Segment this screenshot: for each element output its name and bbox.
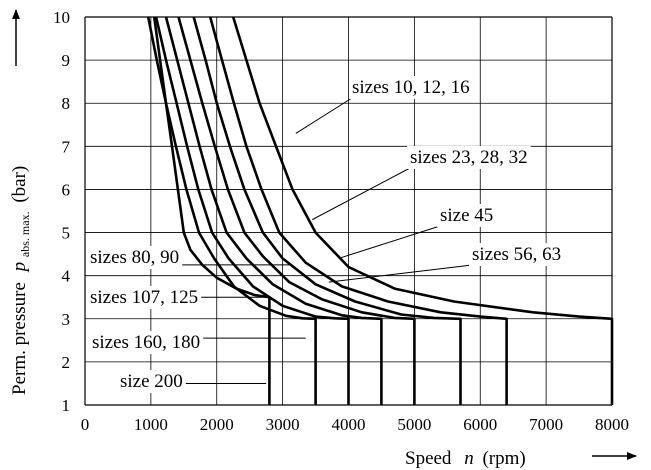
annotation-label-backgrounds: [87, 76, 565, 393]
y-tick-label: 10: [53, 8, 70, 27]
curve-line: [208, 16, 508, 405]
y-axis-label: Perm. pressure p abs. max. (bar): [9, 166, 34, 395]
x-tick-label: 4000: [332, 415, 366, 434]
x-tick-label: 5000: [397, 415, 431, 434]
label-background: [87, 286, 202, 309]
annotation-leaders: [179, 97, 473, 384]
x-tick-labels: 0 1000 2000 3000 4000 5000 6000 7000 8000: [81, 415, 629, 434]
label-background: [349, 76, 473, 99]
annotation-leader: [312, 167, 411, 221]
label-background: [469, 243, 565, 266]
annotation-label: sizes 107, 125: [90, 287, 198, 308]
annotation-label: sizes 56, 63: [472, 244, 561, 265]
x-tick-label: 0: [81, 415, 90, 434]
curve-line: [192, 16, 462, 405]
x-tick-label: 7000: [529, 415, 563, 434]
annotation-leader: [295, 97, 353, 134]
x-tick-label: 1000: [134, 415, 168, 434]
annotation-leader: [338, 225, 441, 259]
curve-line: [164, 16, 383, 405]
x-axis-label: Speed n (rpm): [405, 448, 526, 469]
label-background: [89, 331, 204, 354]
y-tick-label: 4: [62, 267, 71, 286]
label-background: [87, 246, 183, 269]
annotation-label: sizes 23, 28, 32: [410, 147, 528, 168]
annotation-label: sizes 160, 180: [92, 332, 200, 353]
label-background: [437, 204, 497, 227]
label-background: [407, 146, 531, 169]
annotation-label: size 45: [440, 205, 493, 226]
label-background: [117, 370, 186, 393]
y-tick-label: 5: [62, 224, 71, 243]
curve-line: [154, 16, 350, 405]
x-tick-label: 3000: [266, 415, 300, 434]
y-tick-label: 9: [62, 51, 71, 70]
annotation-label: size 200: [120, 371, 183, 392]
curve-line: [177, 16, 416, 405]
annotation-label: sizes 80, 90: [90, 247, 179, 268]
annotation-label: sizes 10, 12, 16: [352, 77, 470, 98]
curve-line: [231, 16, 614, 405]
annotation-labels: sizes 10, 12, 16 sizes 23, 28, 32 size 4…: [90, 77, 561, 392]
y-tick-label: 7: [62, 137, 71, 156]
y-tick-label: 2: [62, 353, 71, 372]
y-tick-label: 3: [62, 310, 71, 329]
y-tick-label: 6: [62, 180, 71, 199]
curve-line: [152, 16, 271, 405]
y-tick-label: 8: [62, 94, 71, 113]
y-tick-label: 1: [62, 396, 71, 415]
annotation-leader: [328, 264, 473, 283]
curves: [146, 16, 614, 405]
x-tick-label: 2000: [200, 415, 234, 434]
y-tick-labels: 1 2 3 4 5 6 7 8 9 10: [53, 8, 71, 415]
x-tick-label: 6000: [463, 415, 497, 434]
x-tick-label: 8000: [595, 415, 629, 434]
